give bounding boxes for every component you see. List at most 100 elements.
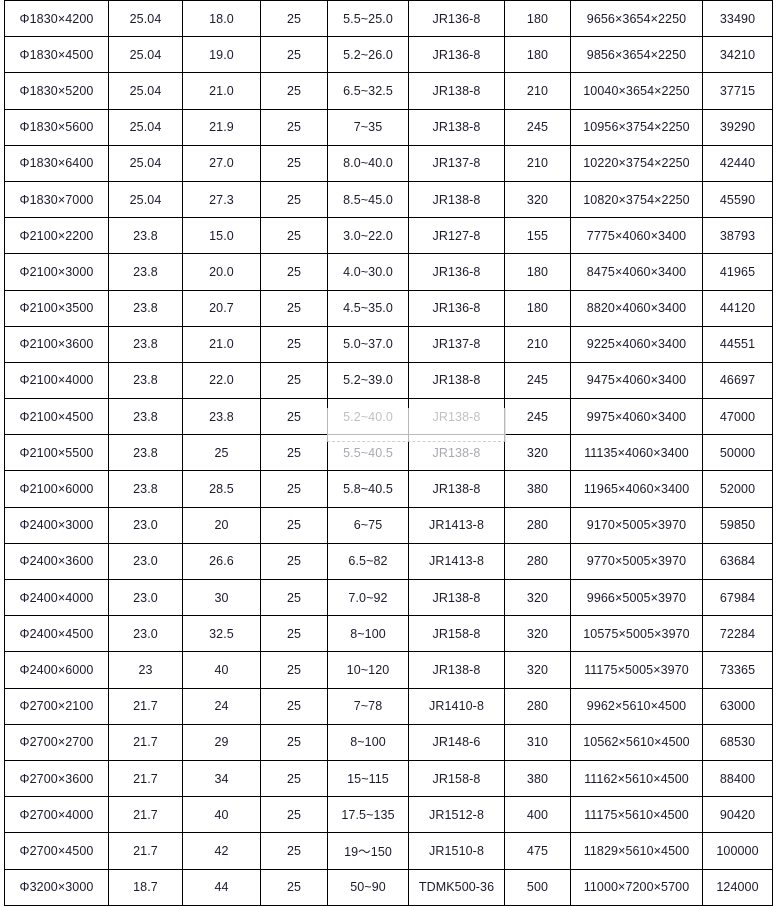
cell-specification: Φ2400×4000 <box>4 578 109 617</box>
cell-capacity: 5.5~25.0 <box>327 0 409 38</box>
cell-overall-dimensions: 11000×7200×5700 <box>570 868 703 906</box>
cell-weight: 34210 <box>702 36 773 74</box>
cell-feed-size: 25 <box>260 506 328 544</box>
cell-ball-load: 29 <box>182 723 261 761</box>
cell-weight: 59850 <box>702 506 773 544</box>
cell-motor-power: 320 <box>504 615 571 653</box>
cell-ball-load: 20 <box>182 506 261 544</box>
cell-ball-load: 21.0 <box>182 325 261 363</box>
cell-motor-model: JR138-8 <box>408 180 505 219</box>
cell-overall-dimensions: 10820×3754×2250 <box>570 180 703 219</box>
cell-motor-model: JR137-8 <box>408 325 505 363</box>
cell-overall-dimensions: 10562×5610×4500 <box>570 723 703 761</box>
cell-weight: 124000 <box>702 868 773 906</box>
cell-ball-load: 40 <box>182 651 261 689</box>
cell-feed-size: 25 <box>260 796 328 834</box>
cell-rotation-speed: 23.8 <box>108 434 183 472</box>
cell-motor-model: JR138-8 <box>408 651 505 689</box>
cell-feed-size: 25 <box>260 289 328 327</box>
cell-feed-size: 25 <box>260 868 328 906</box>
cell-feed-size: 25 <box>260 217 328 255</box>
cell-weight: 42440 <box>702 144 773 182</box>
cell-overall-dimensions: 10220×3754×2250 <box>570 144 703 182</box>
table-row: Φ1830×7000 25.04 27.3 25 8.5~45.0 JR138-8 320 1… <box>4 180 773 219</box>
cell-capacity: 8~100 <box>327 723 409 761</box>
cell-weight: 67984 <box>702 578 773 617</box>
cell-motor-power: 245 <box>504 398 571 436</box>
cell-rotation-speed: 23.0 <box>108 578 183 617</box>
cell-specification: Φ2400×4500 <box>4 615 109 653</box>
cell-specification: Φ1830×6400 <box>4 144 109 182</box>
cell-capacity: 6.5~82 <box>327 542 409 581</box>
cell-weight: 68530 <box>702 723 773 761</box>
cell-feed-size: 25 <box>260 144 328 182</box>
cell-ball-load: 21.9 <box>182 108 261 146</box>
cell-feed-size: 25 <box>260 759 328 798</box>
cell-feed-size: 25 <box>260 36 328 74</box>
cell-ball-load: 27.3 <box>182 180 261 219</box>
cell-rotation-speed: 25.04 <box>108 144 183 182</box>
table-row: Φ2400×6000 23 40 25 10~120 JR138-8 320 11175×50… <box>4 651 773 689</box>
cell-feed-size: 25 <box>260 253 328 291</box>
cell-motor-model: JR158-8 <box>408 759 505 798</box>
cell-capacity: 17.5~135 <box>327 796 409 834</box>
cell-weight: 63684 <box>702 542 773 581</box>
cell-feed-size: 25 <box>260 615 328 653</box>
cell-specification: Φ2100×4500 <box>4 398 109 436</box>
table-row: Φ1830×6400 25.04 27.0 25 8.0~40.0 JR137-8 210 1… <box>4 144 773 182</box>
cell-capacity: 5.8~40.5 <box>327 470 409 508</box>
cell-capacity: 5.5~40.5 <box>327 434 409 472</box>
cell-ball-load: 24 <box>182 687 261 725</box>
spec-table-body: Φ1830×4200 25.04 18.0 25 5.5~25.0 JR136-8 180 9… <box>4 0 773 906</box>
cell-motor-power: 280 <box>504 687 571 725</box>
cell-ball-load: 25 <box>182 434 261 472</box>
cell-rotation-speed: 23 <box>108 651 183 689</box>
cell-motor-model: JR127-8 <box>408 217 505 255</box>
cell-ball-load: 22.0 <box>182 361 261 400</box>
cell-ball-load: 27.0 <box>182 144 261 182</box>
cell-capacity: 8.0~40.0 <box>327 144 409 182</box>
cell-overall-dimensions: 8475×4060×3400 <box>570 253 703 291</box>
cell-rotation-speed: 23.8 <box>108 398 183 436</box>
cell-capacity: 6.5~32.5 <box>327 72 409 110</box>
cell-overall-dimensions: 8820×4060×3400 <box>570 289 703 327</box>
table-row: Φ1830×4200 25.04 18.0 25 5.5~25.0 JR136-8 180 9… <box>4 0 773 38</box>
cell-rotation-speed: 23.0 <box>108 542 183 581</box>
cell-rotation-speed: 21.7 <box>108 687 183 725</box>
cell-overall-dimensions: 7775×4060×3400 <box>570 217 703 255</box>
cell-specification: Φ2700×2700 <box>4 723 109 761</box>
cell-feed-size: 25 <box>260 542 328 581</box>
cell-feed-size: 25 <box>260 687 328 725</box>
cell-motor-model: JR1410-8 <box>408 687 505 725</box>
cell-weight: 47000 <box>702 398 773 436</box>
cell-weight: 90420 <box>702 796 773 834</box>
cell-motor-power: 180 <box>504 289 571 327</box>
cell-motor-power: 210 <box>504 325 571 363</box>
cell-overall-dimensions: 9856×3654×2250 <box>570 36 703 74</box>
cell-motor-power: 245 <box>504 108 571 146</box>
cell-specification: Φ2100×3000 <box>4 253 109 291</box>
cell-weight: 63000 <box>702 687 773 725</box>
cell-motor-model: TDMK500-36 <box>408 868 505 906</box>
cell-ball-load: 15.0 <box>182 217 261 255</box>
cell-feed-size: 25 <box>260 180 328 219</box>
table-row: Φ2400×4000 23.0 30 25 7.0~92 JR138-8 320 9966×5… <box>4 578 773 617</box>
cell-rotation-speed: 25.04 <box>108 72 183 110</box>
table-row: Φ2700×4500 21.7 42 25 19〜150 JR1510-8 475 11829… <box>4 832 773 870</box>
cell-motor-power: 180 <box>504 253 571 291</box>
cell-rotation-speed: 25.04 <box>108 36 183 74</box>
cell-motor-model: JR136-8 <box>408 36 505 74</box>
cell-feed-size: 25 <box>260 723 328 761</box>
cell-weight: 72284 <box>702 615 773 653</box>
cell-overall-dimensions: 9966×5005×3970 <box>570 578 703 617</box>
cell-motor-power: 320 <box>504 651 571 689</box>
cell-weight: 37715 <box>702 72 773 110</box>
cell-capacity: 15~115 <box>327 759 409 798</box>
cell-ball-load: 18.0 <box>182 0 261 38</box>
cell-capacity: 8.5~45.0 <box>327 180 409 219</box>
cell-feed-size: 25 <box>260 434 328 472</box>
cell-capacity: 5.2~40.0 <box>327 398 409 436</box>
cell-feed-size: 25 <box>260 325 328 363</box>
table-row: Φ2400×3000 23.0 20 25 6~75 JR1413-8 280 9170×50… <box>4 506 773 544</box>
cell-specification: Φ2400×6000 <box>4 651 109 689</box>
